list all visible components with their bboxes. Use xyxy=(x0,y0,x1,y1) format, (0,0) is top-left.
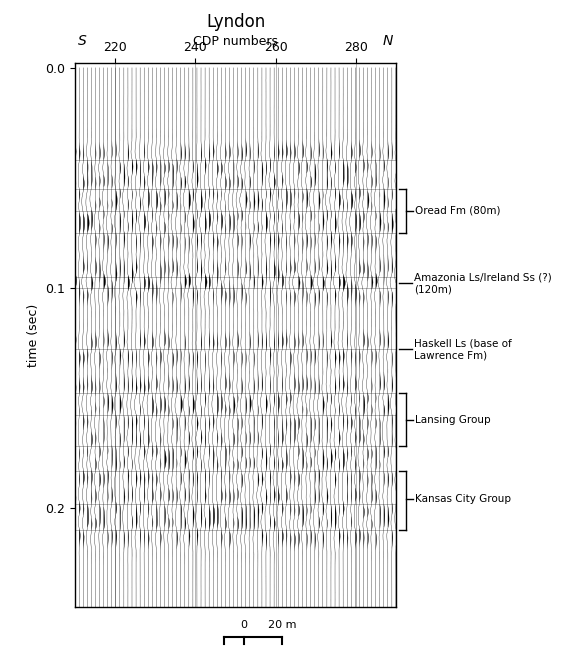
Y-axis label: time (sec): time (sec) xyxy=(27,303,40,367)
Text: Lyndon: Lyndon xyxy=(206,13,265,31)
Text: Oread Fm (80m): Oread Fm (80m) xyxy=(415,206,501,216)
Text: 0: 0 xyxy=(240,620,248,630)
Text: Amazonia Ls/Ireland Ss (?)
(120m): Amazonia Ls/Ireland Ss (?) (120m) xyxy=(414,273,552,294)
Text: Lansing Group: Lansing Group xyxy=(415,415,491,425)
Text: Kansas City Group: Kansas City Group xyxy=(415,494,511,504)
Text: 20 m: 20 m xyxy=(268,620,296,630)
Text: N: N xyxy=(383,34,393,47)
Text: Haskell Ls (base of
Lawrence Fm): Haskell Ls (base of Lawrence Fm) xyxy=(414,339,512,360)
Text: S: S xyxy=(78,34,87,47)
Text: CDP numbers: CDP numbers xyxy=(193,35,278,47)
